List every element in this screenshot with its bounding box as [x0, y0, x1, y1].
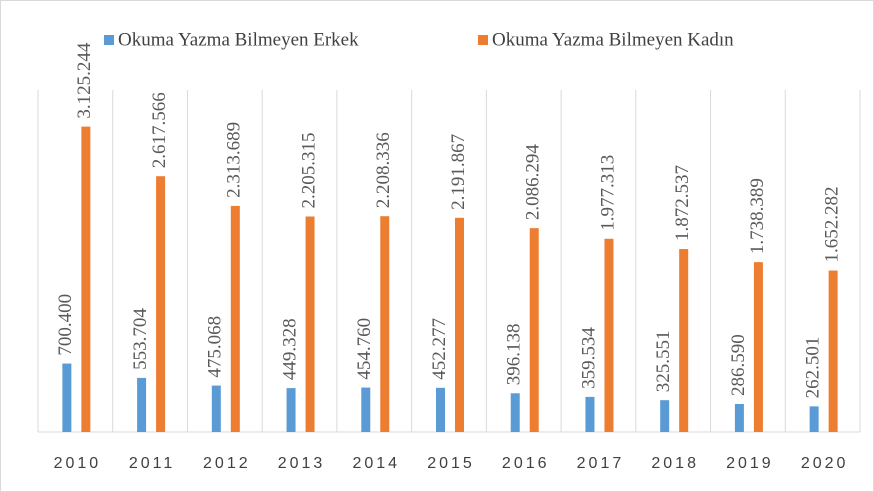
- bar: [585, 396, 595, 432]
- legend-label: Okuma Yazma Bilmeyen Erkek: [118, 29, 359, 50]
- value-label: 1.738.389: [747, 178, 768, 254]
- value-label: 454.760: [354, 318, 375, 380]
- bar: [510, 393, 520, 432]
- bar: [734, 403, 744, 432]
- x-tick-label: 2014: [352, 455, 400, 472]
- bar: [436, 387, 445, 432]
- value-label: 262.501: [802, 337, 823, 399]
- value-label: 325.551: [653, 330, 674, 392]
- bar: [211, 385, 221, 432]
- value-label: 2.205.315: [298, 133, 319, 209]
- value-label: 449.328: [279, 318, 300, 380]
- bar: [230, 205, 240, 432]
- bar: [828, 270, 838, 432]
- bar: [156, 176, 166, 432]
- legend-swatch: [478, 35, 488, 45]
- x-tick-label: 2010: [54, 455, 102, 472]
- x-tick-label: 2017: [577, 455, 625, 472]
- bar: [679, 249, 689, 432]
- value-label: 1.872.537: [672, 165, 693, 241]
- value-label: 553.704: [130, 308, 151, 370]
- x-tick-label: 2012: [203, 455, 251, 472]
- bar: [455, 217, 464, 432]
- bar: [137, 377, 147, 432]
- value-label: 286.590: [728, 334, 749, 396]
- value-label: 3.125.244: [74, 42, 95, 119]
- value-label: 359.534: [578, 327, 599, 389]
- value-label: 700.400: [55, 294, 76, 356]
- value-label: 1.977.313: [597, 155, 618, 231]
- value-label: 2.086.294: [523, 144, 544, 221]
- bar: [81, 126, 91, 432]
- bar: [809, 406, 819, 432]
- value-label: 1.652.282: [821, 187, 842, 263]
- bar: [753, 262, 763, 432]
- value-label: 2.191.867: [448, 134, 469, 210]
- bar: [380, 216, 390, 432]
- value-label: 2.208.336: [373, 132, 394, 208]
- value-label: 2.313.689: [224, 122, 245, 198]
- x-tick-label: 2015: [427, 455, 475, 472]
- value-label: 452.277: [429, 318, 450, 380]
- bar: [305, 216, 315, 432]
- value-label: 2.617.566: [149, 92, 170, 168]
- x-tick-label: 2013: [278, 455, 326, 472]
- bar: [660, 400, 670, 432]
- bar: [62, 363, 72, 432]
- bar: [604, 238, 614, 432]
- x-tick-label: 2011: [129, 455, 175, 472]
- legend-label: Okuma Yazma Bilmeyen Kadın: [492, 29, 734, 50]
- bar: [286, 388, 296, 432]
- legend-swatch: [104, 35, 114, 45]
- value-label: 396.138: [504, 324, 525, 386]
- x-tick-label: 2018: [651, 455, 699, 472]
- x-tick-label: 2016: [502, 455, 550, 472]
- x-tick-label: 2020: [801, 455, 849, 472]
- x-tick-label: 2019: [726, 455, 774, 472]
- value-label: 475.068: [205, 316, 226, 378]
- bar: [529, 228, 539, 432]
- bar: [361, 387, 371, 432]
